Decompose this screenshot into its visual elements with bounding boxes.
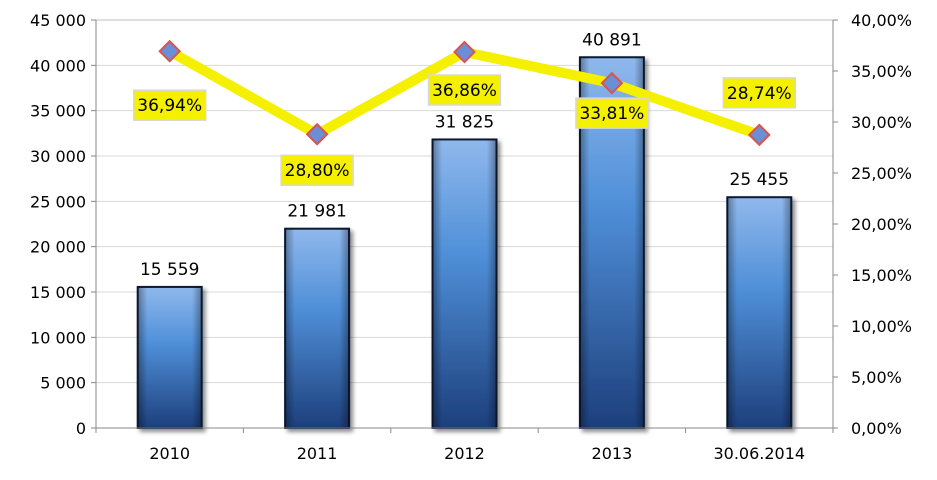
percent-label-text: 28,74% bbox=[727, 84, 792, 104]
percent-label: 33,81% bbox=[575, 97, 649, 129]
y2-tick-label: 40,00% bbox=[851, 11, 912, 30]
bar-value-label: 21 981 bbox=[287, 202, 346, 222]
bar-shade bbox=[727, 197, 792, 428]
y2-tick-label: 0,00% bbox=[851, 419, 902, 438]
bar bbox=[726, 196, 793, 429]
x-tick-label: 30.06.2014 bbox=[713, 444, 805, 463]
y-tick-label: 40 000 bbox=[30, 56, 86, 75]
y-tick-label: 20 000 bbox=[30, 238, 86, 257]
percent-line-series bbox=[158, 39, 771, 147]
line-marker bbox=[158, 39, 182, 63]
percent-label-box bbox=[722, 77, 797, 109]
bar-value-label: 40 891 bbox=[582, 30, 641, 50]
y-tick-label: 35 000 bbox=[30, 102, 86, 121]
x-tick-label: 2010 bbox=[149, 444, 190, 463]
x-tick-label: 2013 bbox=[592, 444, 633, 463]
y2-tick-label: 30,00% bbox=[851, 113, 912, 132]
line-marker bbox=[600, 71, 624, 95]
y2-tick-label: 5,00% bbox=[851, 368, 902, 387]
percent-label-text: 28,80% bbox=[285, 161, 350, 181]
line-marker bbox=[305, 122, 329, 146]
percent-label-text: 33,81% bbox=[579, 104, 644, 124]
y-tick-label: 45 000 bbox=[30, 11, 86, 30]
bar bbox=[136, 285, 203, 429]
percent-label: 28,80% bbox=[280, 154, 354, 186]
y2-tick-label: 15,00% bbox=[851, 266, 912, 285]
percent-label: 28,74% bbox=[722, 77, 797, 109]
y2-tick-label: 25,00% bbox=[851, 164, 912, 183]
x-tick-label: 2012 bbox=[444, 444, 485, 463]
bar bbox=[284, 227, 351, 429]
y-tick-label: 30 000 bbox=[30, 147, 86, 166]
line-marker bbox=[747, 123, 771, 147]
bar bbox=[431, 138, 498, 429]
y-tick-label: 0 bbox=[76, 419, 86, 438]
bar-value-label: 25 455 bbox=[730, 170, 789, 190]
y-tick-label: 25 000 bbox=[30, 192, 86, 211]
percent-label-box bbox=[575, 97, 649, 129]
percent-label: 36,86% bbox=[427, 74, 502, 106]
percent-label-box bbox=[132, 89, 207, 121]
y2-tick-label: 10,00% bbox=[851, 317, 912, 336]
y2-tick-label: 35,00% bbox=[851, 62, 912, 81]
bar-shade bbox=[285, 228, 350, 428]
y-tick-label: 5 000 bbox=[40, 374, 86, 393]
percent-label-box bbox=[280, 154, 354, 186]
y-tick-label: 15 000 bbox=[30, 283, 86, 302]
x-tick-label: 2011 bbox=[297, 444, 338, 463]
axes: 0 5 000 10 000 15 000 20 000 25 000 30 000 35 0… bbox=[30, 11, 912, 463]
percent-label-text: 36,86% bbox=[432, 81, 497, 101]
bar-shade bbox=[137, 286, 202, 428]
bar-shade bbox=[432, 139, 497, 428]
y2-tick-label: 20,00% bbox=[851, 215, 912, 234]
y-tick-label: 10 000 bbox=[30, 328, 86, 347]
percent-label: 36,94% bbox=[132, 89, 207, 121]
line-marker bbox=[453, 40, 476, 64]
bar-value-label: 31 825 bbox=[435, 112, 494, 132]
bar-value-label: 15 559 bbox=[140, 260, 199, 280]
data-labels: 15 559 21 981 31 825 40 891 25 455 36,94% 28,8… bbox=[132, 30, 797, 280]
percent-label-text: 36,94% bbox=[137, 96, 202, 116]
percent-label-box bbox=[427, 74, 502, 106]
